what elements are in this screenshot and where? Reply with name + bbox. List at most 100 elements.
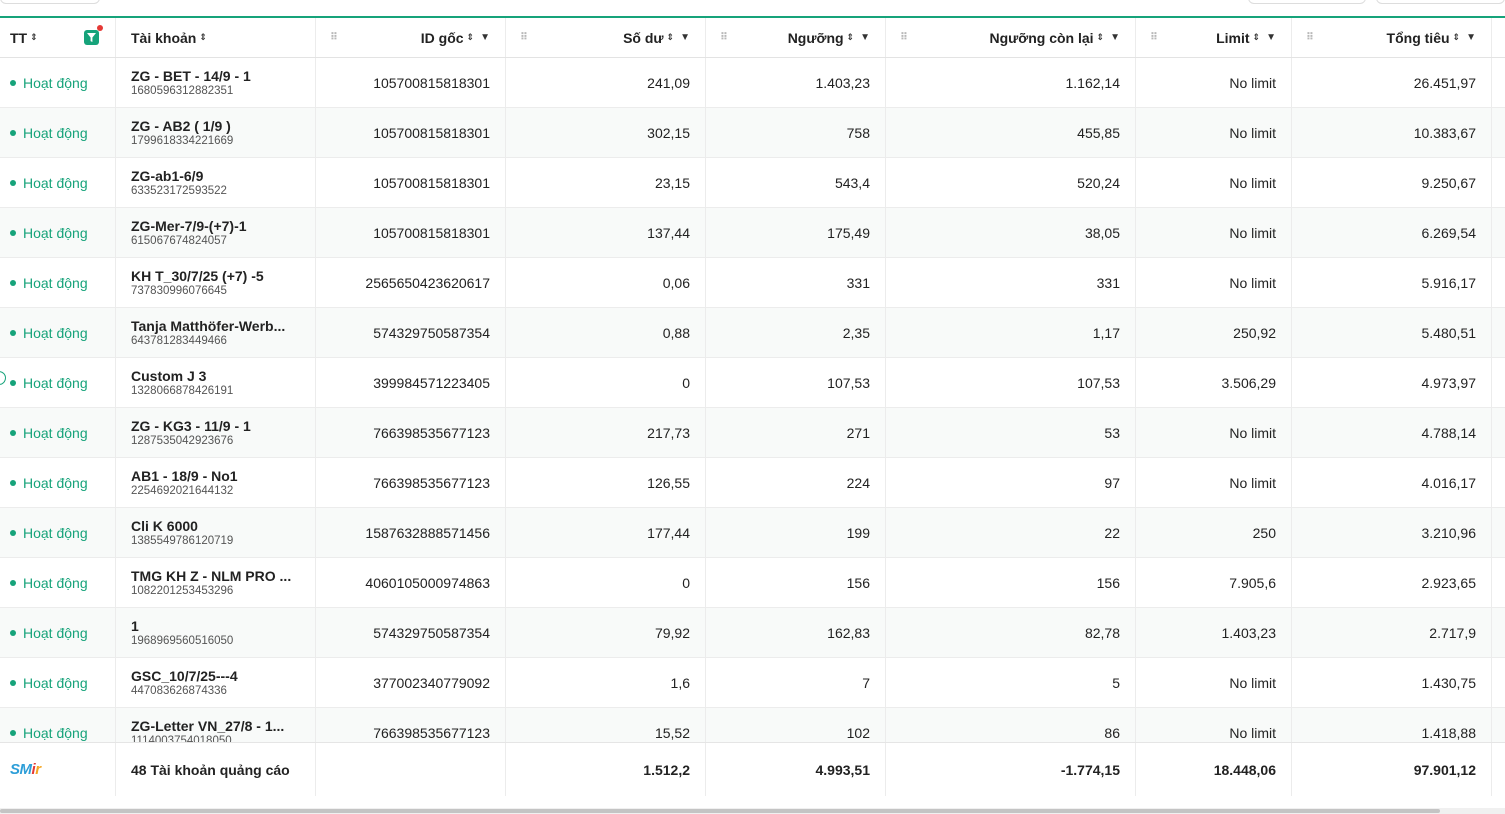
drag-handle-icon[interactable]: ⠿ — [1150, 32, 1158, 43]
account-cell[interactable]: ZG - BET - 14/9 - 1 1680596312882351 — [116, 58, 316, 107]
table-row[interactable]: Hoạt động KH T_30/7/25 (+7) -5 737830996… — [0, 258, 1505, 308]
status-dot-icon — [10, 679, 16, 686]
account-name[interactable]: ZG-Letter VN_27/8 - 1... — [131, 718, 285, 734]
sort-icon[interactable]: ⇕ — [1452, 32, 1461, 42]
root-id: 1587632888571456 — [365, 524, 490, 541]
top-control-left[interactable] — [0, 0, 100, 4]
drag-handle-icon[interactable]: ⠿ — [900, 32, 908, 43]
drag-handle-icon[interactable]: ⠿ — [520, 32, 528, 43]
caret-down-icon[interactable]: ▼ — [1110, 32, 1120, 43]
account-id: 447083626874336 — [131, 685, 227, 697]
threshold-value: 543,4 — [834, 174, 870, 191]
remaining-cell: 107,53 — [886, 358, 1136, 407]
caret-down-icon[interactable]: ▼ — [860, 32, 870, 43]
account-name[interactable]: Tanja Matthöfer-Werb... — [131, 318, 286, 334]
table-row[interactable]: Hoạt động 1 1968969560516050 57432975058… — [0, 608, 1505, 658]
account-cell[interactable]: Tanja Matthöfer-Werb... 643781283449466 — [116, 308, 316, 357]
account-cell[interactable]: AB1 - 18/9 - No1 2254692021644132 — [116, 458, 316, 507]
header-account-label: Tài khoản — [131, 29, 197, 46]
account-name[interactable]: 1 — [131, 618, 139, 634]
balance-cell: 137,44 — [506, 208, 706, 257]
account-name[interactable]: KH T_30/7/25 (+7) -5 — [131, 268, 264, 284]
limit-cell: No limit — [1136, 458, 1292, 507]
account-name[interactable]: ZG - BET - 14/9 - 1 — [131, 68, 251, 84]
caret-down-icon[interactable]: ▼ — [1266, 32, 1276, 43]
header-nguong-con-lai[interactable]: ⠿ Ngưỡng còn lại ⇕ ▼ — [886, 18, 1136, 57]
sort-icon[interactable]: ⇕ — [466, 32, 475, 42]
status-badge: Hoạt động — [10, 575, 88, 591]
account-cell[interactable]: KH T_30/7/25 (+7) -5 737830996076645 — [116, 258, 316, 307]
sort-icon[interactable]: ⇕ — [1252, 32, 1261, 42]
filter-icon[interactable] — [84, 25, 103, 45]
account-name[interactable]: ZG-Mer-7/9-(+7)-1 — [131, 218, 247, 234]
header-id-goc[interactable]: ⠿ ID gốc ⇕ ▼ — [316, 18, 506, 57]
root-id: 2565650423620617 — [365, 274, 490, 291]
balance-value: 302,15 — [647, 124, 690, 141]
drag-handle-icon[interactable]: ⠿ — [720, 32, 728, 43]
header-nguong[interactable]: ⠿ Ngưỡng ⇕ ▼ — [706, 18, 886, 57]
sort-icon[interactable]: ⇕ — [846, 32, 855, 42]
header-account[interactable]: Tài khoản ⇕ — [116, 18, 316, 57]
remaining-value: 53 — [1104, 424, 1120, 441]
account-name[interactable]: Custom J 3 — [131, 368, 207, 384]
caret-down-icon[interactable]: ▼ — [680, 32, 690, 43]
account-name[interactable]: AB1 - 18/9 - No1 — [131, 468, 238, 484]
account-cell[interactable]: Cli K 6000 1385549786120719 — [116, 508, 316, 557]
status-dot-icon — [10, 79, 16, 86]
account-cell[interactable]: ZG - KG3 - 11/9 - 1 1287535042923676 — [116, 408, 316, 457]
header-tong-tieu[interactable]: ⠿ Tổng tiêu ⇕ ▼ — [1292, 18, 1492, 57]
account-cell[interactable]: 1 1968969560516050 — [116, 608, 316, 657]
account-cell[interactable]: Custom J 3 1328066878426191 — [116, 358, 316, 407]
caret-down-icon[interactable]: ▼ — [1466, 32, 1476, 43]
top-control-mid[interactable] — [1248, 0, 1366, 4]
table-row[interactable]: Hoạt động AB1 - 18/9 - No1 2254692021644… — [0, 458, 1505, 508]
table-row[interactable]: Hoạt động ZG-ab1-6/9 633523172593522 105… — [0, 158, 1505, 208]
account-cell[interactable]: GSC_10/7/25---4 447083626874336 — [116, 658, 316, 707]
header-limit[interactable]: ⠿ Limit ⇕ ▼ — [1136, 18, 1292, 57]
account-name[interactable]: TMG KH Z - NLM PRO ... — [131, 568, 292, 584]
limit-cell: No limit — [1136, 258, 1292, 307]
caret-down-icon[interactable]: ▼ — [480, 32, 490, 43]
table-row[interactable]: Hoạt động GSC_10/7/25---4 44708362687433… — [0, 658, 1505, 708]
threshold-cell: 102 — [706, 708, 886, 757]
remaining-value: 5 — [1112, 674, 1120, 691]
root-id-cell: 4060105000974863 — [316, 558, 506, 607]
account-name[interactable]: ZG-ab1-6/9 — [131, 168, 204, 184]
status-badge: Hoạt động — [10, 475, 88, 491]
account-cell[interactable]: ZG-Mer-7/9-(+7)-1 615067674824057 — [116, 208, 316, 257]
sort-icon[interactable]: ⇕ — [1096, 32, 1105, 42]
horizontal-scrollbar[interactable] — [0, 808, 1505, 814]
account-cell[interactable]: ZG-ab1-6/9 633523172593522 — [116, 158, 316, 207]
account-cell[interactable]: ZG - AB2 ( 1/9 ) 1799618334221669 — [116, 108, 316, 157]
table-row[interactable]: Hoạt động ZG - KG3 - 11/9 - 1 1287535042… — [0, 408, 1505, 458]
table-row[interactable]: Hoạt động ZG - AB2 ( 1/9 ) 1799618334221… — [0, 108, 1505, 158]
scrollbar-thumb[interactable] — [0, 809, 1440, 813]
threshold-value: 156 — [846, 574, 870, 591]
footer-limit: 18.448,06 — [1136, 743, 1292, 796]
table-row[interactable]: Hoạt động ZG-Mer-7/9-(+7)-1 615067674824… — [0, 208, 1505, 258]
account-name[interactable]: ZG - AB2 ( 1/9 ) — [131, 118, 231, 134]
account-cell[interactable]: TMG KH Z - NLM PRO ... 1082201253453296 — [116, 558, 316, 607]
top-control-right[interactable] — [1376, 0, 1505, 4]
sort-icon[interactable]: ⇕ — [666, 32, 675, 42]
threshold-cell: 2,35 — [706, 308, 886, 357]
header-so-du[interactable]: ⠿ Số dư ⇕ ▼ — [506, 18, 706, 57]
table-row[interactable]: Hoạt động Tanja Matthöfer-Werb... 643781… — [0, 308, 1505, 358]
balance-cell: 0 — [506, 558, 706, 607]
total-cell: 26.451,97 — [1292, 58, 1492, 107]
sort-icon[interactable]: ⇕ — [30, 32, 38, 42]
account-name[interactable]: ZG - KG3 - 11/9 - 1 — [131, 418, 251, 434]
table-body: Hoạt động ZG - BET - 14/9 - 1 1680596312… — [0, 58, 1505, 758]
table-row[interactable]: Hoạt động TMG KH Z - NLM PRO ... 1082201… — [0, 558, 1505, 608]
account-name[interactable]: GSC_10/7/25---4 — [131, 668, 238, 684]
header-tt[interactable]: TT ⇕ — [0, 18, 116, 57]
table-row[interactable]: Hoạt động Custom J 3 1328066878426191 39… — [0, 358, 1505, 408]
drag-handle-icon[interactable]: ⠿ — [330, 32, 338, 43]
account-name[interactable]: Cli K 6000 — [131, 518, 198, 534]
limit-value: No limit — [1229, 174, 1276, 191]
table-row[interactable]: Hoạt động Cli K 6000 1385549786120719 15… — [0, 508, 1505, 558]
drag-handle-icon[interactable]: ⠿ — [1306, 32, 1314, 43]
sort-icon[interactable]: ⇕ — [199, 32, 207, 42]
table-row[interactable]: Hoạt động ZG - BET - 14/9 - 1 1680596312… — [0, 58, 1505, 108]
limit-value: 250 — [1252, 524, 1276, 541]
